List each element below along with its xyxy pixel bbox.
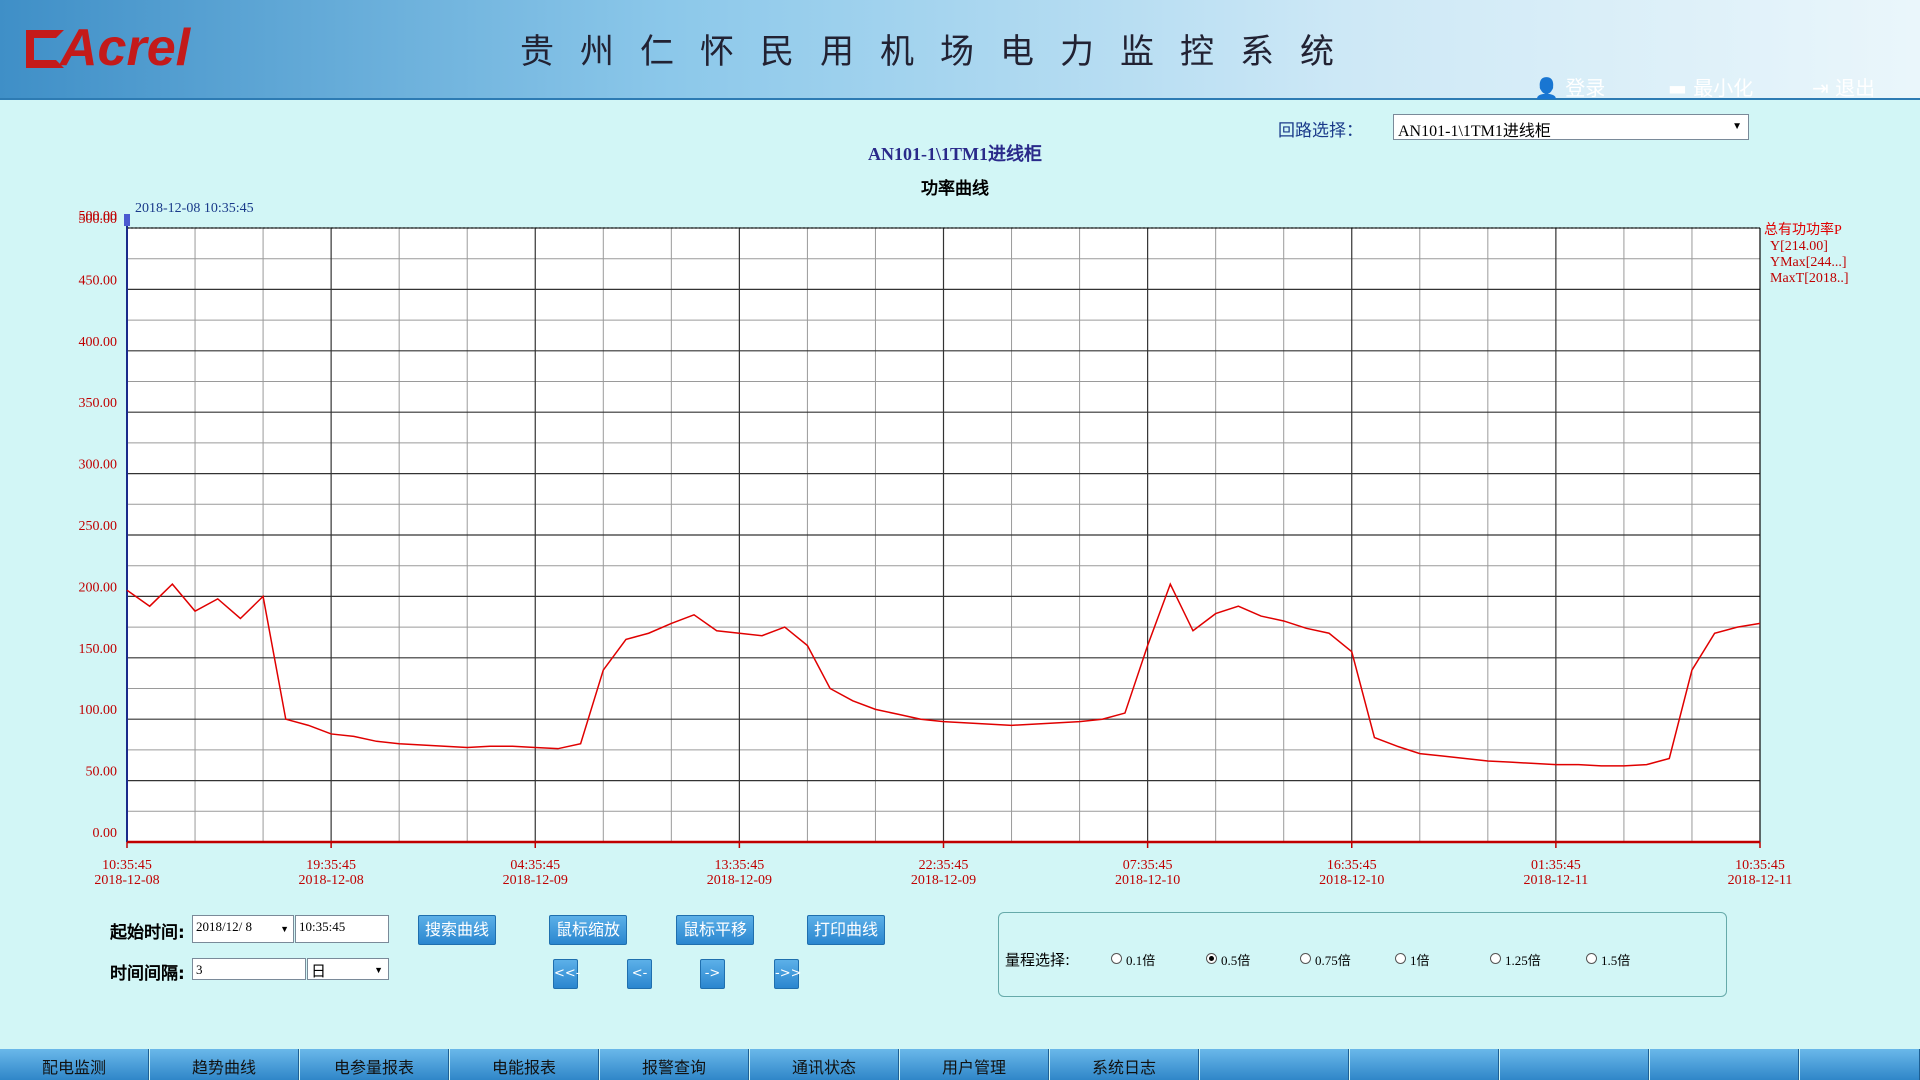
system-title: 贵州仁怀民用机场电力监控系统	[520, 32, 1360, 72]
x-tick-label: 19:35:45 2018-12-08	[298, 858, 364, 888]
loop-select[interactable]: AN101-1\1TM1进线柜 ▼	[1393, 114, 1749, 140]
x-tick-label: 13:35:45 2018-12-09	[706, 858, 773, 888]
nav-button[interactable]: <<-	[553, 959, 580, 989]
x-tick-label: 04:35:45 2018-12-09	[502, 858, 568, 888]
legend-info: Y[214.00]	[1770, 239, 1828, 254]
y-tick-label: 300.00	[79, 458, 118, 473]
range-radio[interactable]	[1490, 953, 1501, 964]
range-option[interactable]: 1倍	[1410, 953, 1430, 968]
y-tick-label: 400.00	[79, 335, 118, 350]
nav-tab[interactable]: 配电监测	[0, 1049, 149, 1080]
range-option[interactable]: 1.25倍	[1505, 953, 1541, 968]
y-tick-label: 250.00	[79, 519, 118, 534]
range-radio[interactable]	[1395, 953, 1406, 964]
action-button[interactable]: 搜索曲线	[418, 915, 496, 945]
x-tick-label: 10:35:45 2018-12-08	[94, 858, 160, 888]
cursor-marker	[124, 214, 130, 226]
interval-unit[interactable]: 日 ▼	[307, 958, 389, 980]
chart-title: AN101-1\1TM1进线柜	[868, 144, 1042, 164]
nav-tab[interactable]: 系统日志	[1050, 1049, 1199, 1080]
y-tick-label: 200.00	[79, 580, 118, 595]
nav-tab[interactable]	[1200, 1049, 1349, 1080]
logout-text[interactable]: 退出	[1835, 76, 1876, 100]
nav-button[interactable]: ->>	[774, 959, 801, 989]
minimize-text[interactable]: 最小化	[1693, 76, 1754, 100]
minimize-button[interactable]: ▬ 最小化	[1668, 76, 1754, 100]
logout-button[interactable]: ⇥ 退出	[1812, 76, 1876, 100]
login-button[interactable]: 👤 登录	[1534, 76, 1606, 100]
range-option[interactable]: 0.1倍	[1126, 953, 1156, 968]
nav-tab[interactable]	[1800, 1049, 1920, 1080]
x-tick-label: 07:35:45 2018-12-10	[1114, 858, 1181, 888]
range-option[interactable]: 1.5倍	[1601, 953, 1631, 968]
y-tick-label: 100.00	[79, 703, 118, 718]
logo-icon	[26, 30, 64, 68]
nav-tab[interactable]: 报警查询	[600, 1049, 749, 1080]
nav-tab[interactable]: 用户管理	[900, 1049, 1049, 1080]
interval-label: 时间间隔:	[110, 964, 185, 984]
x-tick-label: 16:35:45 2018-12-10	[1319, 858, 1385, 888]
range-option[interactable]: 0.75倍	[1315, 953, 1351, 968]
start-date-text[interactable]: 2018/12/ 8	[196, 919, 252, 934]
y-tick-label: 450.00	[79, 273, 118, 288]
range-radio[interactable]	[1111, 953, 1122, 964]
logo: Acrel	[60, 19, 191, 77]
nav-tab[interactable]: 通讯状态	[750, 1049, 899, 1080]
nav-tab[interactable]	[1650, 1049, 1799, 1080]
nav-tab[interactable]	[1350, 1049, 1499, 1080]
range-option[interactable]: 0.5倍	[1221, 953, 1251, 968]
start-time-text[interactable]: 10:35:45	[299, 919, 346, 934]
x-tick-label: 22:35:45 2018-12-09	[910, 858, 977, 888]
y-tick-label: 500.00	[79, 212, 118, 227]
start-label: 起始时间:	[110, 923, 185, 943]
range-box	[998, 912, 1727, 997]
interval-input[interactable]: 3	[192, 958, 306, 980]
y-tick-label: 150.00	[79, 642, 118, 657]
start-time[interactable]: 10:35:45	[295, 915, 389, 943]
nav-tab[interactable]: 电能报表	[450, 1049, 599, 1080]
range-radio[interactable]	[1586, 953, 1597, 964]
y-tick-label: 50.00	[86, 765, 118, 780]
legend-info: MaxT[2018..]	[1770, 271, 1849, 286]
loop-label: 回路选择：	[1278, 121, 1363, 141]
x-tick-label: 10:35:45 2018-12-11	[1727, 858, 1793, 888]
legend-entry: 总有功功率P	[1764, 221, 1842, 238]
legend-info: YMax[244...]	[1770, 255, 1847, 270]
x-tick-label: 01:35:45 2018-12-11	[1523, 858, 1589, 888]
interval-unit-text[interactable]: 日	[311, 964, 327, 980]
nav-tab[interactable]: 趋势曲线	[150, 1049, 299, 1080]
nav-button[interactable]: <-	[627, 959, 652, 989]
range-radio-dot[interactable]	[1209, 956, 1214, 961]
start-date[interactable]: 2018/12/ 8 ▼	[192, 915, 294, 943]
action-button[interactable]: 鼠标缩放	[549, 915, 627, 945]
nav-tab[interactable]: 电参量报表	[300, 1049, 449, 1080]
header-bar	[0, 0, 1920, 100]
y-tick-label: 0.00	[93, 826, 118, 841]
cursor-value: 500.00	[79, 209, 118, 224]
interval-text[interactable]: 3	[196, 962, 203, 977]
nav-tab[interactable]	[1500, 1049, 1649, 1080]
series-line	[126, 582, 1761, 767]
cursor-time: 2018-12-08 10:35:45	[135, 201, 254, 216]
login-text[interactable]: 登录	[1565, 76, 1606, 100]
action-button[interactable]: 打印曲线	[807, 915, 885, 945]
loop-value[interactable]: AN101-1\1TM1进线柜	[1398, 123, 1551, 140]
range-radio[interactable]	[1300, 953, 1311, 964]
chart-subtitle: 功率曲线	[921, 179, 989, 199]
range-label: 量程选择:	[1005, 951, 1071, 969]
y-tick-label: 350.00	[79, 396, 118, 411]
action-button[interactable]: 鼠标平移	[676, 915, 754, 945]
nav-button[interactable]: ->	[700, 959, 725, 989]
